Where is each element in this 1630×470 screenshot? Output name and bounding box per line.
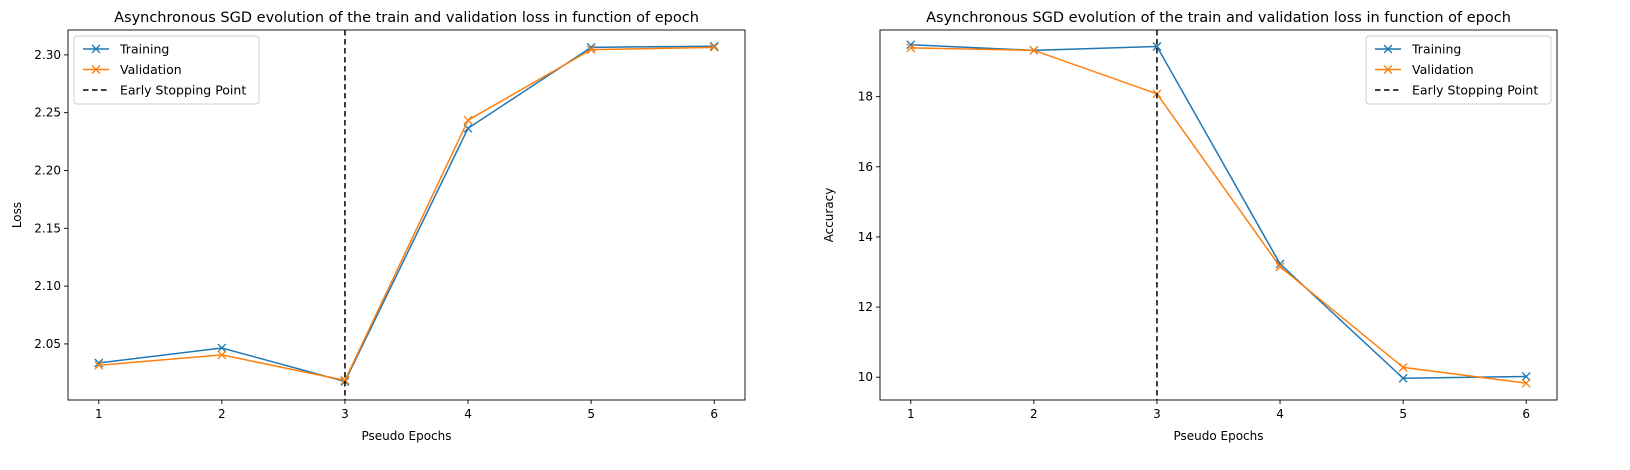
y-tick-label: 2.10	[34, 279, 61, 293]
y-tick-label: 2.20	[34, 163, 61, 177]
plot-area-frame	[67, 29, 746, 401]
data-point-marker	[1398, 373, 1408, 383]
y-tick-label: 2.15	[34, 221, 61, 235]
data-point-marker	[1398, 362, 1408, 372]
x-tick-label: 6	[1522, 407, 1530, 421]
data-point-marker	[217, 343, 227, 353]
x-tick-label: 4	[1276, 407, 1284, 421]
x-tick-label: 1	[907, 407, 915, 421]
y-tick-label: 10	[858, 370, 873, 384]
legend-marker	[91, 44, 101, 54]
data-point-marker	[1521, 378, 1531, 388]
chart-2: Asynchronous SGD evolution of the train …	[822, 10, 1558, 443]
x-tick-label: 4	[464, 407, 472, 421]
data-point-marker	[217, 350, 227, 360]
plot-area-frame	[879, 29, 1558, 401]
chart-title: Asynchronous SGD evolution of the train …	[926, 10, 1511, 26]
data-point-marker	[709, 42, 719, 52]
y-tick-label: 2.25	[34, 106, 61, 120]
series-line-validation	[98, 46, 715, 382]
legend-label: Validation	[120, 62, 182, 77]
data-point-marker	[906, 43, 916, 53]
x-tick-label: 3	[341, 407, 349, 421]
x-tick-label: 5	[587, 407, 595, 421]
legend-marker	[1383, 65, 1393, 74]
y-axis-label: Loss	[10, 202, 24, 228]
data-point-marker	[1275, 262, 1285, 272]
x-tick-label: 2	[1030, 407, 1038, 421]
y-tick-label: 2.05	[34, 337, 61, 351]
data-point-marker	[463, 115, 473, 125]
data-point-marker	[586, 45, 596, 55]
x-tick-label: 3	[1153, 407, 1161, 421]
y-tick-label: 14	[858, 230, 873, 244]
y-tick-label: 2.30	[34, 48, 61, 62]
y-axis-label: Accuracy	[822, 188, 836, 243]
y-tick-label: 12	[858, 300, 873, 314]
legend: Training Validation Early Stopping Point	[73, 35, 260, 105]
y-tick-label: 16	[858, 160, 873, 174]
data-point-marker	[340, 375, 350, 385]
legend: Training Validation Early Stopping Point	[1365, 35, 1552, 105]
legend-label: Training	[1411, 42, 1461, 57]
x-tick-label: 2	[218, 407, 226, 421]
x-tick-label: 1	[95, 407, 103, 421]
x-tick-label: 6	[710, 407, 718, 421]
legend-marker	[91, 65, 101, 74]
legend-label: Validation	[1412, 62, 1474, 77]
legend-box	[1365, 35, 1552, 105]
data-point-marker	[1521, 372, 1531, 381]
data-point-marker	[1029, 45, 1039, 55]
data-point-marker	[1152, 42, 1162, 51]
data-point-marker	[1275, 259, 1285, 269]
y-tick-label: 18	[858, 90, 873, 104]
x-axis-label: Pseudo Epochs	[1173, 429, 1263, 443]
legend-label: Early Stopping Point	[120, 83, 246, 98]
legend-box	[73, 35, 260, 105]
series-line-validation	[910, 47, 1527, 384]
x-tick-label: 5	[1399, 407, 1407, 421]
chart-1: Asynchronous SGD evolution of the train …	[10, 10, 746, 443]
chart-title: Asynchronous SGD evolution of the train …	[114, 10, 699, 26]
legend-marker	[1383, 44, 1393, 54]
data-point-marker	[94, 360, 104, 370]
legend-label: Training	[119, 42, 169, 57]
x-axis-label: Pseudo Epochs	[361, 429, 451, 443]
data-point-marker	[709, 41, 719, 51]
legend-label: Early Stopping Point	[1412, 83, 1538, 98]
series-line-training	[98, 45, 715, 383]
